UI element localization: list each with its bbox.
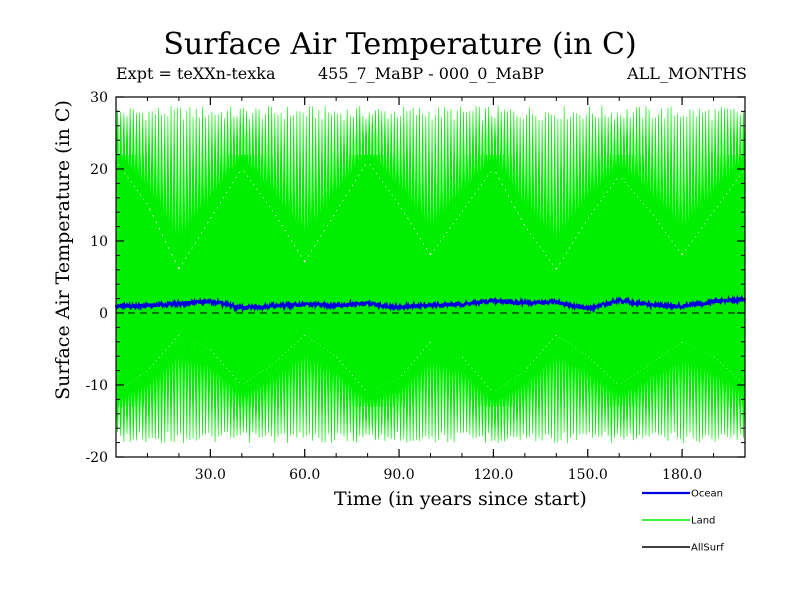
land-series [115, 105, 746, 447]
land-series-cycle [115, 105, 746, 444]
y-tick-label: 20 [90, 162, 108, 178]
x-tick-label: 180.0 [662, 467, 702, 483]
x-axis-label: Time (in years since start) [334, 488, 587, 510]
x-tick-label: 150.0 [568, 467, 608, 483]
y-tick-label: 30 [90, 90, 108, 106]
ocean-series-line [114, 294, 747, 314]
ocean-series [114, 294, 747, 314]
y-tick-label: -20 [85, 450, 108, 466]
x-tick-label: 120.0 [473, 467, 513, 483]
x-tick-label: 90.0 [383, 467, 414, 483]
chart-title: Surface Air Temperature (in C) [163, 27, 637, 62]
x-tick-label: 60.0 [289, 467, 320, 483]
chart-subtitle-experiment: Expt = teXXn-texka [116, 64, 276, 83]
x-tick-label: 30.0 [195, 467, 226, 483]
chart-subtitle-period: 455_7_MaBP - 000_0_MaBP [318, 64, 544, 83]
chart-subtitle-months: ALL_MONTHS [627, 64, 747, 83]
y-tick-label: 10 [90, 234, 108, 250]
y-tick-label: -10 [85, 378, 108, 394]
y-axis-label: Surface Air Temperature (in C) [52, 100, 74, 400]
y-tick-label: 0 [99, 306, 108, 322]
legend: Ocean Land AllSurf [642, 489, 724, 554]
legend-label-ocean: Ocean [691, 489, 723, 500]
legend-label-allsurf: AllSurf [691, 543, 724, 554]
legend-label-land: Land [691, 516, 715, 527]
axis-ticks: -20 -10 0 10 20 30 30.0 60.0 90.0 120.0 150.0 180.0 [85, 90, 745, 483]
